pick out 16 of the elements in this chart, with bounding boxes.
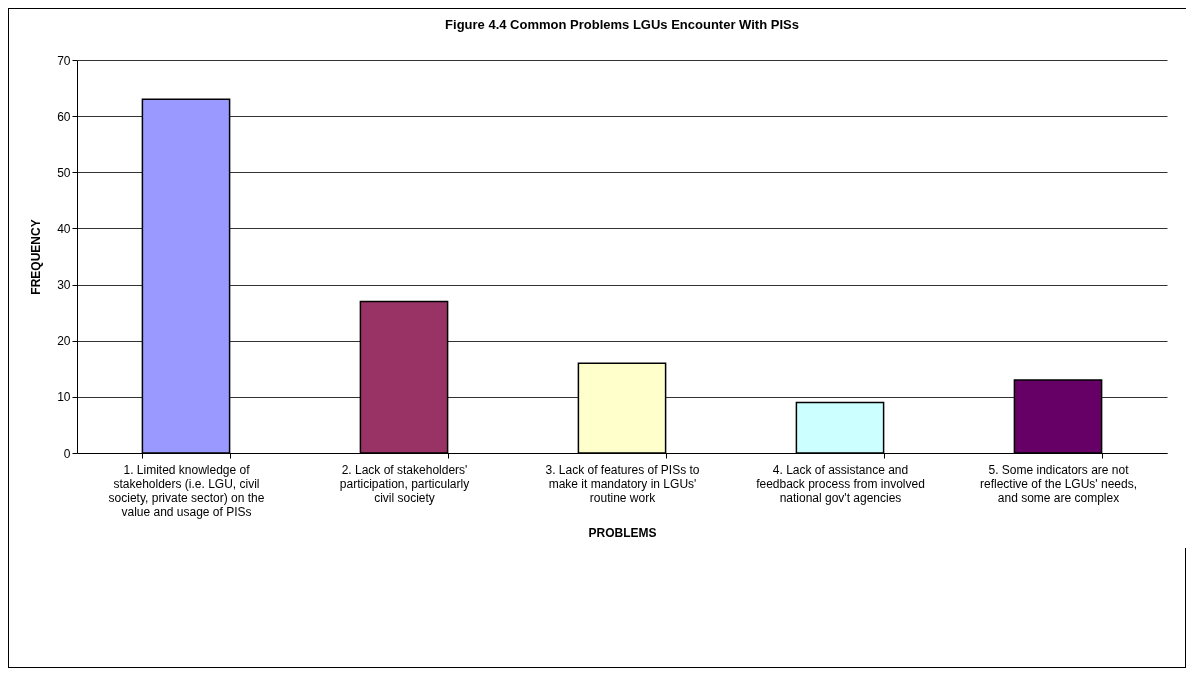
x-axis-title: PROBLEMS — [588, 525, 657, 540]
y-tick-label: 0 — [63, 446, 71, 461]
x-tick-label: 5. Some indicators are not reflective of the LGUs' needs, and some are complex — [979, 462, 1138, 505]
chart-title: Figure 4.4 Common Problems LGUs Encounter With PISs — [445, 17, 799, 32]
y-tick-label: 70 — [57, 53, 71, 68]
x-tick-label: 2. Lack of stakeholders' participation, particularly civil society — [339, 462, 470, 505]
y-tick-label: 50 — [57, 165, 71, 180]
y-axis-title: FREQUENCY — [29, 219, 44, 295]
y-tick-label: 20 — [57, 334, 71, 349]
x-tick-label: 3. Lack of features of PISs to make it mandatory in LGUs' routine work — [545, 462, 700, 505]
y-tick-label: 10 — [57, 390, 71, 405]
x-tick-label: 1. Limited knowledge of stakeholders (i.e. LGU, civil society, private sector) on the value and usage of PISs — [108, 462, 265, 519]
y-tick-label: 60 — [57, 109, 71, 124]
y-tick-label: 40 — [57, 221, 71, 236]
x-tick-label: 4. Lack of assistance and feedback process from involved national gov't agencies — [756, 462, 925, 505]
y-tick-label: 30 — [57, 278, 71, 293]
